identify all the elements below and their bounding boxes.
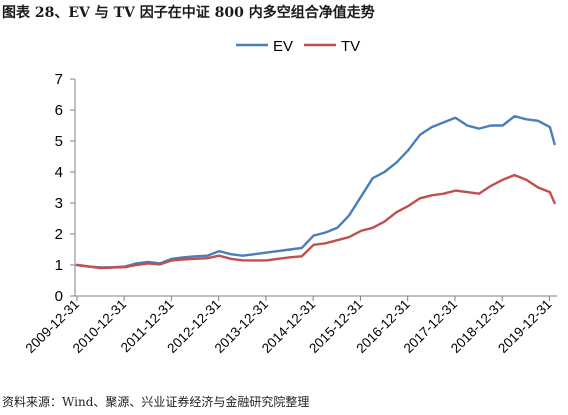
y-tick-label: 4 [55, 164, 63, 181]
legend-label-ev: EV [273, 38, 293, 55]
y-tick-label: 0 [55, 288, 63, 305]
y-tick-label: 7 [55, 71, 63, 88]
source-note: 资料来源：Wind、聚源、兴业证券经济与金融研究院整理 [2, 395, 310, 409]
legend-label-tv: TV [341, 38, 360, 55]
chart-axes: 012345672009-12-312010-12-312011-12-3120… [23, 71, 557, 356]
y-tick-label: 5 [55, 133, 63, 150]
chart-legend: EV TV [236, 38, 360, 55]
y-tick-label: 6 [55, 102, 63, 119]
y-tick-label: 2 [55, 226, 63, 243]
y-tick-label: 3 [55, 195, 63, 212]
y-tick-label: 1 [55, 257, 63, 274]
series-line-tv [75, 173, 556, 270]
chart-title: 图表 28、EV 与 TV 因子在中证 800 内多空组合净值走势 [2, 5, 375, 21]
chart-series [75, 114, 556, 270]
